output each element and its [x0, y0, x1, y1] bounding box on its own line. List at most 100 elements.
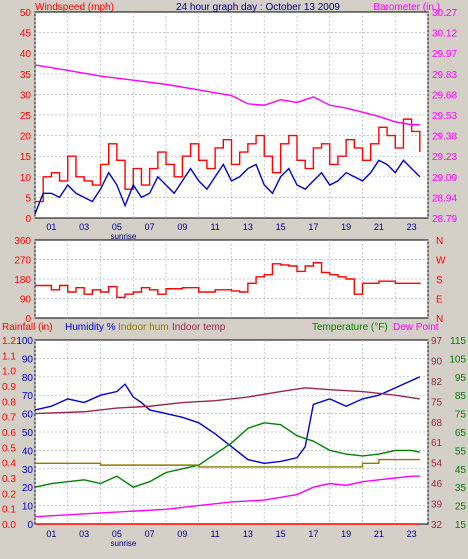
compass-label: E: [436, 295, 443, 306]
rainfall-tick: 0.9: [2, 382, 16, 393]
indoor-temp-tick: 82: [431, 377, 443, 388]
windspeed-tick: 35: [20, 70, 32, 81]
rainfall-tick: 0.7: [2, 413, 16, 424]
humidity-hour-label: 15: [276, 529, 286, 539]
barometer-tick: 29.97: [432, 49, 457, 60]
humidity-tick: 80: [22, 373, 34, 384]
windspeed-tick: 30: [20, 90, 32, 101]
temperature-tick: 55: [455, 446, 467, 457]
temperature-tick: 35: [455, 483, 467, 494]
rainfall-tick: 0.2: [2, 489, 16, 500]
rainfall-tick: 0.4: [2, 459, 16, 470]
barometer-axis-label: Barometer (in.): [373, 2, 440, 13]
barometer-tick: 29.38: [432, 132, 457, 143]
temperature-tick: 85: [455, 391, 467, 402]
windspeed-line: [34, 159, 421, 215]
compass-label: W: [436, 256, 446, 267]
direction-tick: 270: [14, 256, 31, 267]
barometer-tick: 28.94: [432, 193, 457, 204]
barometer-tick: 28.79: [432, 214, 457, 225]
windspeed-tick: 15: [20, 152, 32, 163]
temperature-tick: 105: [449, 354, 466, 365]
indoor-temp-line: [34, 387, 420, 415]
direction-tick: 180: [14, 275, 31, 286]
indoor-temp-tick: 90: [431, 356, 443, 367]
compass-label: S: [436, 275, 443, 286]
humidity-hour-label: 07: [145, 529, 155, 539]
windspeed-tick: 0: [25, 214, 31, 225]
barometer-tick: 29.53: [432, 111, 457, 122]
wind-hour-label: 21: [374, 222, 384, 232]
indoor-temp-tick: 54: [431, 459, 443, 470]
windspeed-tick: 5: [25, 193, 31, 204]
humidity-tick: 30: [22, 465, 34, 476]
windspeed-tick: 45: [20, 29, 32, 40]
compass-label: N: [436, 236, 443, 247]
wind-hour-label: 19: [341, 222, 351, 232]
humidity-tick: 100: [16, 336, 33, 347]
humidity-hour-label: 23: [407, 529, 417, 539]
wind-hour-label: 03: [79, 222, 89, 232]
compass-label: N: [436, 314, 443, 325]
wind-hour-label: 11: [210, 222, 219, 232]
chart-title: 24 hour graph day : October 13 2009: [176, 2, 340, 13]
barometer-tick: 29.23: [432, 152, 457, 163]
sunrise-label: sunrise: [111, 232, 137, 241]
wind-hour-label: 17: [308, 222, 318, 232]
barometer-tick: 29.83: [432, 70, 457, 81]
direction-tick: 90: [20, 295, 32, 306]
indoor-temp-label: Indoor temp: [172, 322, 226, 333]
humidity-hour-label: 05: [112, 529, 122, 539]
humidity-hour-label: 17: [308, 529, 318, 539]
rainfall-tick: 1.2: [2, 336, 16, 347]
humidity-hour-label: 13: [243, 529, 253, 539]
humidity-line: [34, 376, 421, 464]
rainfall-tick: 0.3: [2, 474, 16, 485]
humidity-tick: 50: [22, 428, 34, 439]
humidity-tick: 0: [27, 520, 33, 531]
wind-hour-label: 15: [276, 222, 286, 232]
windspeed-tick: 50: [20, 8, 32, 19]
barometer-tick: 29.09: [432, 173, 457, 184]
humidity-axis-label: Humidity %: [65, 322, 116, 333]
rainfall-tick: 1.0: [2, 367, 16, 378]
barometer-tick: 30.12: [432, 29, 457, 40]
wind-hour-label: 23: [407, 222, 417, 232]
humidity-hour-label: 11: [210, 529, 219, 539]
humidity-hour-label: 03: [79, 529, 89, 539]
barometer-tick: 29.68: [432, 90, 457, 101]
temperature-axis-label: Temperature (°F): [312, 322, 388, 333]
rainfall-axis-label: Rainfall (in): [2, 322, 53, 333]
direction-line: [35, 262, 421, 299]
direction-tick: 0: [25, 314, 31, 325]
temperature-tick: 75: [455, 410, 467, 421]
humidity-hour-label: 01: [46, 529, 56, 539]
barometer-line: [34, 64, 420, 126]
wind-hour-label: 01: [46, 222, 56, 232]
windspeed-tick: 10: [20, 173, 32, 184]
humidity-tick: 70: [22, 391, 34, 402]
indoor-temp-tick: 75: [431, 397, 443, 408]
wind-hour-label: 09: [177, 222, 187, 232]
rainfall-tick: 1.1: [2, 351, 16, 362]
indoor-hum-line: [35, 458, 420, 468]
dew-point-label: Dew Point: [393, 322, 439, 333]
temperature-tick: 15: [455, 520, 467, 531]
indoor-hum-label: Indoor hum: [118, 322, 169, 333]
indoor-temp-tick: 46: [431, 479, 443, 490]
rainfall-tick: 0.5: [2, 443, 16, 454]
humidity-tick: 90: [22, 354, 34, 365]
indoor-temp-tick: 61: [431, 438, 443, 449]
rainfall-tick: 0.6: [2, 428, 16, 439]
humidity-tick: 40: [22, 446, 34, 457]
indoor-temp-tick: 32: [431, 520, 443, 531]
windspeed-axis-label: Windspeed (mph): [35, 2, 114, 13]
indoor-temp-tick: 97: [431, 336, 443, 347]
temperature-tick: 45: [455, 465, 467, 476]
humidity-hour-label: 09: [177, 529, 187, 539]
rainfall-tick: 0.1: [2, 505, 16, 516]
temperature-tick: 115: [450, 336, 466, 347]
wind-hour-label: 07: [145, 222, 155, 232]
